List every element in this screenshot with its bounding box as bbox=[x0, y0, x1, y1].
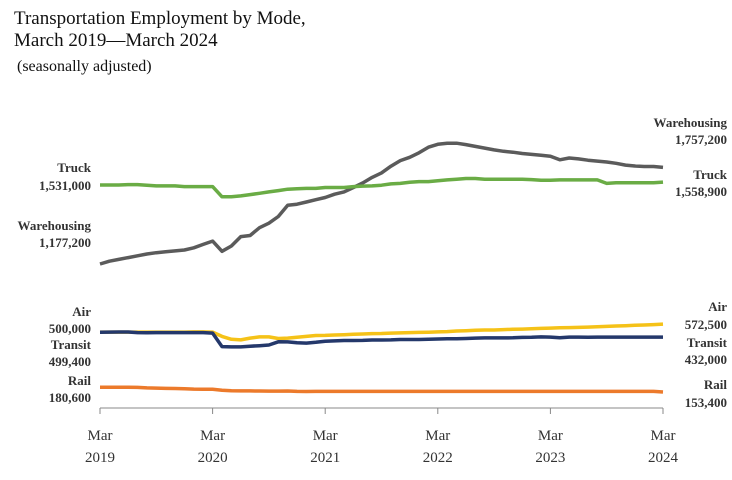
series-line-warehousing bbox=[99, 141, 664, 266]
x-tick-label-month: Mar bbox=[313, 428, 338, 444]
start-label-transit-value: 499,400 bbox=[49, 354, 91, 369]
x-tick-label-year: 2019 bbox=[85, 450, 115, 466]
end-label-truck-name: Truck bbox=[693, 167, 727, 182]
x-tick-label-month: Mar bbox=[88, 428, 113, 444]
start-label-truck-value: 1,531,000 bbox=[39, 178, 91, 193]
start-label-warehousing-name: Warehousing bbox=[18, 218, 92, 233]
end-label-air-name: Air bbox=[708, 299, 727, 314]
series-line-rail bbox=[100, 385, 664, 394]
x-tick-label-year: 2022 bbox=[423, 450, 453, 466]
start-label-truck-name: Truck bbox=[57, 160, 91, 175]
chart-title: Transportation Employment by Mode, March… bbox=[14, 8, 306, 52]
end-label-transit-value: 432,000 bbox=[685, 352, 727, 367]
end-label-transit-name: Transit bbox=[687, 335, 728, 350]
x-tick-label-year: 2023 bbox=[535, 450, 565, 466]
chart-subtitle: (seasonally adjusted) bbox=[17, 58, 152, 75]
start-label-air-value: 500,000 bbox=[49, 321, 91, 336]
end-label-rail-value: 153,400 bbox=[685, 395, 727, 410]
x-tick-label-month: Mar bbox=[425, 428, 450, 444]
series-line-transit bbox=[99, 330, 663, 349]
chart-title-line2: March 2019—March 2024 bbox=[14, 30, 218, 51]
end-label-warehousing-value: 1,757,200 bbox=[675, 132, 727, 147]
end-label-air-value: 572,500 bbox=[685, 317, 727, 332]
end-label-rail-name: Rail bbox=[704, 377, 728, 392]
start-label-rail-name: Rail bbox=[68, 373, 92, 388]
start-label-air-name: Air bbox=[72, 304, 91, 319]
x-tick-label-year: 2024 bbox=[648, 450, 679, 466]
series-line-truck bbox=[100, 176, 664, 199]
x-tick-label-month: Mar bbox=[538, 428, 563, 444]
x-tick-label-year: 2021 bbox=[310, 450, 340, 466]
start-label-warehousing-value: 1,177,200 bbox=[39, 235, 91, 250]
end-label-truck-value: 1,558,900 bbox=[675, 184, 727, 199]
start-label-rail-value: 180,600 bbox=[49, 390, 91, 405]
x-tick-label-month: Mar bbox=[651, 428, 676, 444]
end-label-warehousing-name: Warehousing bbox=[654, 115, 728, 130]
x-tick-label-month: Mar bbox=[200, 428, 225, 444]
chart-title-line1: Transportation Employment by Mode, bbox=[14, 8, 306, 29]
start-label-transit-name: Transit bbox=[51, 337, 92, 352]
x-tick-label-year: 2020 bbox=[198, 450, 228, 466]
